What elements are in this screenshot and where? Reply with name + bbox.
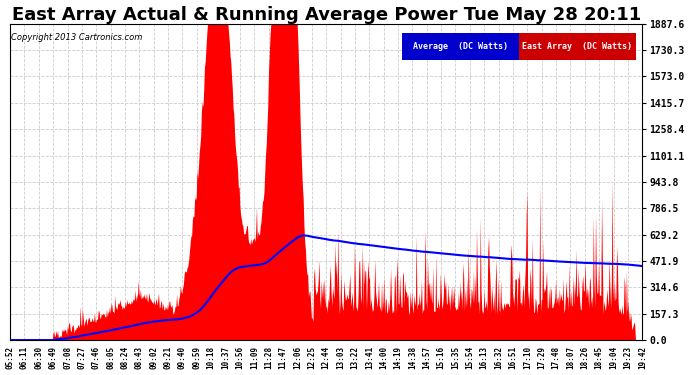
Bar — [402, 33, 519, 60]
Text: Copyright 2013 Cartronics.com: Copyright 2013 Cartronics.com — [11, 33, 143, 42]
Bar — [519, 33, 636, 60]
Text: East Array  (DC Watts): East Array (DC Watts) — [522, 42, 633, 51]
Title: East Array Actual & Running Average Power Tue May 28 20:11: East Array Actual & Running Average Powe… — [12, 6, 641, 24]
Text: Average  (DC Watts): Average (DC Watts) — [413, 42, 508, 51]
